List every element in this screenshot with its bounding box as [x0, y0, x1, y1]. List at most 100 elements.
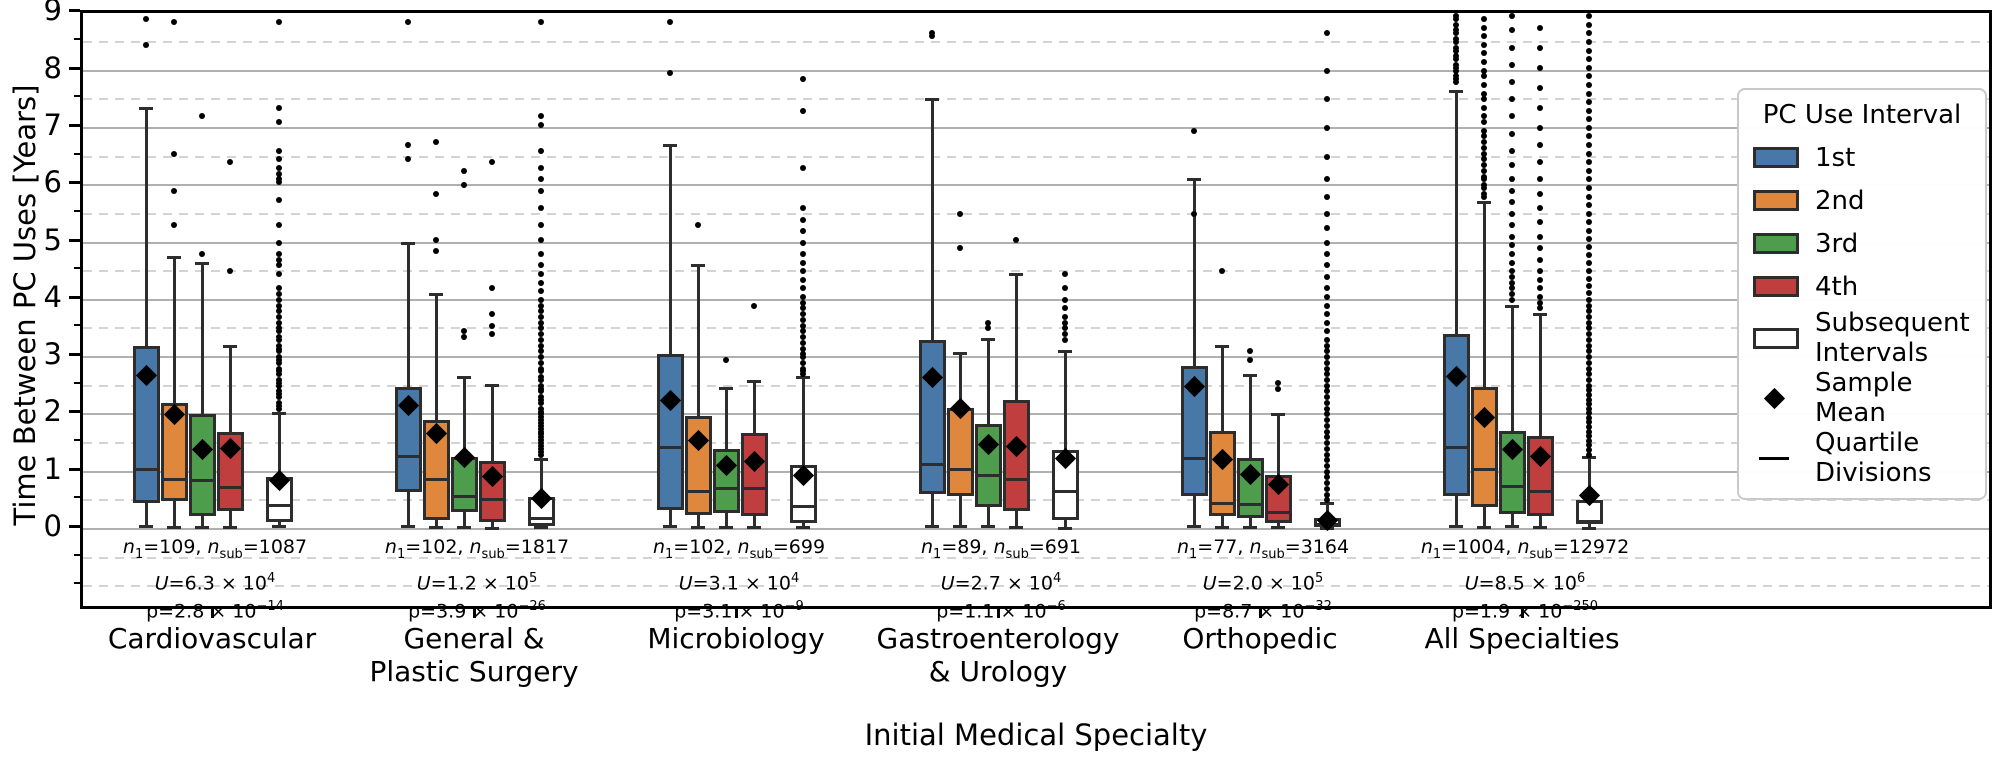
outlier-point: [667, 70, 673, 77]
outlier-point: [276, 239, 282, 246]
gridline-major: [83, 241, 1989, 244]
outlier-point: [957, 210, 963, 217]
outlier-point: [1586, 56, 1592, 63]
outlier-point: [1481, 90, 1487, 97]
outlier-point: [171, 18, 177, 25]
outlier-point: [276, 328, 282, 335]
outlier-point: [1586, 382, 1592, 389]
outlier-point: [1324, 124, 1330, 131]
outlier-point: [1062, 325, 1068, 332]
outlier-point: [1586, 336, 1592, 343]
outlier-point: [276, 342, 282, 349]
outlier-point: [1453, 44, 1459, 51]
whisker-cap-low: [925, 524, 939, 528]
outlier-point: [538, 165, 544, 171]
outlier-point: [800, 268, 806, 275]
outlier-point: [800, 305, 806, 312]
whisker: [1510, 305, 1514, 527]
outlier-point: [1586, 387, 1592, 394]
whisker-cap-high: [1505, 304, 1519, 308]
y-axis-minor-tick: [74, 267, 80, 270]
outlier-point: [800, 351, 806, 358]
outlier-point: [1537, 305, 1543, 312]
outlier-point: [227, 159, 233, 166]
outlier-point: [1586, 252, 1592, 259]
whisker: [1454, 90, 1458, 526]
outlier-point: [538, 382, 544, 389]
x-tick-label-4: Orthopedic: [1182, 622, 1338, 655]
outlier-point: [1062, 305, 1068, 312]
median-line: [527, 516, 555, 520]
outlier-point: [1586, 319, 1592, 326]
outlier-point: [1324, 377, 1330, 384]
outlier-point: [276, 176, 282, 183]
whisker-cap-high: [796, 376, 810, 380]
outlier-point: [1586, 419, 1592, 426]
outlier-point: [1509, 27, 1515, 34]
outlier-point: [1481, 150, 1487, 157]
whisker-cap-high: [1477, 201, 1491, 205]
whisker: [200, 262, 204, 528]
outlier-point: [276, 147, 282, 154]
median-line: [1264, 510, 1292, 514]
outlier-point: [538, 296, 544, 303]
outlier-point: [929, 30, 935, 37]
y-axis-tick: [69, 66, 80, 70]
outlier-point: [1586, 451, 1592, 458]
median-line: [394, 454, 422, 458]
outlier-point: [800, 216, 806, 223]
outlier-point: [1324, 451, 1330, 458]
outlier-point: [1324, 354, 1330, 361]
outlier-point: [1537, 245, 1543, 252]
outlier-point: [1324, 176, 1330, 183]
y-axis-minor-tick: [74, 37, 80, 40]
median-line: [478, 497, 506, 501]
whisker: [668, 145, 672, 527]
outlier-point: [723, 356, 729, 363]
whisker: [1248, 375, 1252, 528]
median-line: [712, 486, 740, 490]
outlier-point: [1586, 116, 1592, 123]
whisker-cap-low: [139, 525, 153, 529]
whisker-cap-high: [139, 106, 153, 110]
outlier-point: [1324, 474, 1330, 481]
outlier-point: [1481, 73, 1487, 80]
outlier-point: [800, 259, 806, 266]
outlier-point: [1586, 159, 1592, 166]
y-tick-label: 7: [43, 107, 62, 142]
outlier-point: [1324, 462, 1330, 469]
outlier-point: [1586, 296, 1592, 303]
outlier-point: [1453, 13, 1459, 20]
outlier-point: [1586, 433, 1592, 440]
sample-mean-diamond-icon: [1763, 387, 1786, 409]
outlier-point: [1586, 90, 1592, 97]
outlier-point: [538, 18, 544, 25]
outlier-point: [1324, 311, 1330, 318]
outlier-point: [538, 405, 544, 412]
gridline-major: [83, 69, 1989, 72]
median-line: [422, 477, 450, 481]
box-4-2nd: [1208, 431, 1236, 516]
outlier-point: [1509, 233, 1515, 240]
y-tick-label: 5: [43, 222, 62, 257]
gridline-minor: [83, 585, 1989, 588]
outlier-point: [800, 345, 806, 352]
outlier-point: [1586, 424, 1592, 430]
median-line: [946, 468, 974, 472]
whisker-cap-low: [1009, 525, 1023, 529]
outlier-point: [1481, 190, 1487, 197]
whisker-cap-high: [981, 337, 995, 341]
outlier-point: [538, 437, 544, 444]
gridline-major: [83, 126, 1989, 129]
outlier-point: [489, 331, 495, 338]
outlier-point: [538, 365, 544, 372]
gridline-minor: [83, 40, 1989, 43]
x-axis-title: Initial Medical Specialty: [864, 718, 1208, 752]
median-line: [1442, 446, 1470, 450]
outlier-point: [1586, 167, 1592, 174]
x-tick-label-1: General & Plastic Surgery: [369, 622, 579, 688]
box-1-4th: [478, 461, 506, 523]
y-tick-label: 1: [43, 451, 62, 486]
outlier-point: [538, 374, 544, 381]
whisker-cap-high: [1243, 374, 1257, 378]
